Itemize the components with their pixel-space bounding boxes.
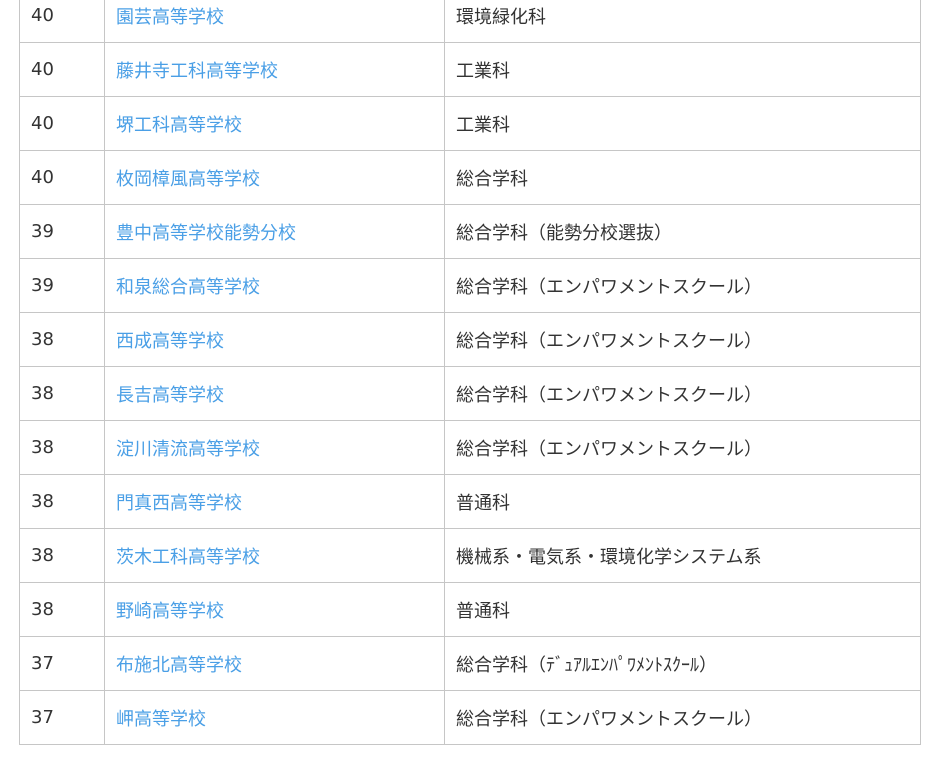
department-cell: 環境緑化科 bbox=[444, 0, 921, 43]
school-link[interactable]: 長吉高等学校 bbox=[116, 384, 224, 406]
score-cell: 40 bbox=[19, 150, 105, 205]
school-link[interactable]: 園芸高等学校 bbox=[116, 6, 224, 28]
school-cell: 枚岡樟風高等学校 bbox=[104, 150, 445, 205]
table-row: 37 岬高等学校 総合学科（エンパワメントスクール） bbox=[19, 690, 921, 745]
school-cell: 西成高等学校 bbox=[104, 312, 445, 367]
school-cell: 園芸高等学校 bbox=[104, 0, 445, 43]
school-link[interactable]: 豊中高等学校能勢分校 bbox=[116, 222, 296, 244]
school-link[interactable]: 淀川清流高等学校 bbox=[116, 438, 260, 460]
table-row: 40 園芸高等学校 環境緑化科 bbox=[19, 0, 921, 43]
table-row: 38 門真西高等学校 普通科 bbox=[19, 474, 921, 529]
school-cell: 長吉高等学校 bbox=[104, 366, 445, 421]
table-row: 37 布施北高等学校 総合学科（ﾃﾞｭｱﾙｴﾝﾊﾟﾜﾒﾝﾄｽｸｰﾙ） bbox=[19, 636, 921, 691]
department-cell: 総合学科（能勢分校選抜） bbox=[444, 204, 921, 259]
school-link[interactable]: 布施北高等学校 bbox=[116, 654, 242, 676]
school-cell: 岬高等学校 bbox=[104, 690, 445, 745]
score-cell: 38 bbox=[19, 366, 105, 421]
score-cell: 39 bbox=[19, 204, 105, 259]
department-cell: 総合学科（エンパワメントスクール） bbox=[444, 690, 921, 745]
school-cell: 堺工科高等学校 bbox=[104, 96, 445, 151]
department-cell: 工業科 bbox=[444, 96, 921, 151]
department-cell: 総合学科 bbox=[444, 150, 921, 205]
school-cell: 布施北高等学校 bbox=[104, 636, 445, 691]
school-cell: 和泉総合高等学校 bbox=[104, 258, 445, 313]
score-cell: 40 bbox=[19, 42, 105, 97]
school-cell: 門真西高等学校 bbox=[104, 474, 445, 529]
table-row: 38 淀川清流高等学校 総合学科（エンパワメントスクール） bbox=[19, 420, 921, 475]
school-link[interactable]: 藤井寺工科高等学校 bbox=[116, 60, 278, 82]
department-cell: 総合学科（エンパワメントスクール） bbox=[444, 420, 921, 475]
table-row: 39 豊中高等学校能勢分校 総合学科（能勢分校選抜） bbox=[19, 204, 921, 259]
score-cell: 40 bbox=[19, 0, 105, 43]
department-cell: 普通科 bbox=[444, 474, 921, 529]
table-row: 38 西成高等学校 総合学科（エンパワメントスクール） bbox=[19, 312, 921, 367]
school-link[interactable]: 堺工科高等学校 bbox=[116, 114, 242, 136]
score-cell: 38 bbox=[19, 312, 105, 367]
score-cell: 37 bbox=[19, 636, 105, 691]
table-row: 38 野崎高等学校 普通科 bbox=[19, 582, 921, 637]
table-row: 39 和泉総合高等学校 総合学科（エンパワメントスクール） bbox=[19, 258, 921, 313]
department-cell: 普通科 bbox=[444, 582, 921, 637]
school-cell: 茨木工科高等学校 bbox=[104, 528, 445, 583]
school-link[interactable]: 野崎高等学校 bbox=[116, 600, 224, 622]
school-cell: 藤井寺工科高等学校 bbox=[104, 42, 445, 97]
score-cell: 37 bbox=[19, 690, 105, 745]
table-row: 40 堺工科高等学校 工業科 bbox=[19, 96, 921, 151]
department-cell: 総合学科（ﾃﾞｭｱﾙｴﾝﾊﾟﾜﾒﾝﾄｽｸｰﾙ） bbox=[444, 636, 921, 691]
score-cell: 38 bbox=[19, 582, 105, 637]
table-row: 38 長吉高等学校 総合学科（エンパワメントスクール） bbox=[19, 366, 921, 421]
school-link[interactable]: 枚岡樟風高等学校 bbox=[116, 168, 260, 190]
school-cell: 淀川清流高等学校 bbox=[104, 420, 445, 475]
department-cell: 総合学科（エンパワメントスクール） bbox=[444, 312, 921, 367]
department-cell: 機械系・電気系・環境化学システム系 bbox=[444, 528, 921, 583]
table-row: 40 枚岡樟風高等学校 総合学科 bbox=[19, 150, 921, 205]
school-link[interactable]: 西成高等学校 bbox=[116, 330, 224, 352]
school-link[interactable]: 和泉総合高等学校 bbox=[116, 276, 260, 298]
table-row: 38 茨木工科高等学校 機械系・電気系・環境化学システム系 bbox=[19, 528, 921, 583]
score-cell: 38 bbox=[19, 474, 105, 529]
department-cell: 総合学科（エンパワメントスクール） bbox=[444, 366, 921, 421]
score-cell: 39 bbox=[19, 258, 105, 313]
table-body: 40 園芸高等学校 環境緑化科 40 藤井寺工科高等学校 工業科 40 堺工科高等学校 工業科 4… bbox=[19, 0, 921, 745]
department-cell: 総合学科（エンパワメントスクール） bbox=[444, 258, 921, 313]
school-link[interactable]: 茨木工科高等学校 bbox=[116, 546, 260, 568]
school-cell: 豊中高等学校能勢分校 bbox=[104, 204, 445, 259]
school-link[interactable]: 門真西高等学校 bbox=[116, 492, 242, 514]
table-row: 40 藤井寺工科高等学校 工業科 bbox=[19, 42, 921, 97]
score-cell: 38 bbox=[19, 528, 105, 583]
school-ranking-table: 40 園芸高等学校 環境緑化科 40 藤井寺工科高等学校 工業科 40 堺工科高等学校 工業科 4… bbox=[19, 0, 921, 745]
school-cell: 野崎高等学校 bbox=[104, 582, 445, 637]
score-cell: 40 bbox=[19, 96, 105, 151]
department-cell: 工業科 bbox=[444, 42, 921, 97]
score-cell: 38 bbox=[19, 420, 105, 475]
school-link[interactable]: 岬高等学校 bbox=[116, 708, 206, 730]
